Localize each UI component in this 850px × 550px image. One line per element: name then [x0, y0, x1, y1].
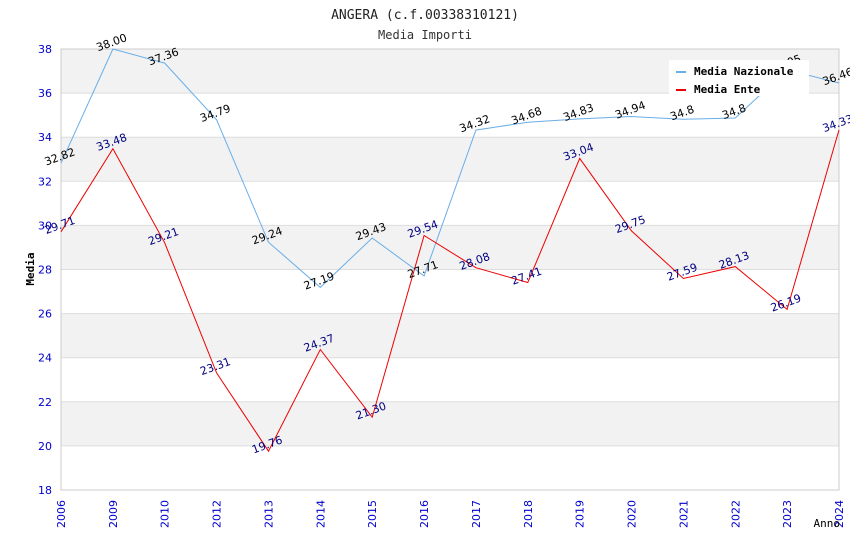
- x-tick-label: 2009: [107, 500, 120, 528]
- y-tick-label: 30: [38, 219, 52, 232]
- data-label: 23.31: [198, 355, 232, 378]
- legend-box: [669, 60, 809, 96]
- plot-band: [61, 313, 839, 358]
- series-line-media-ente: [60, 129, 840, 453]
- x-tick-label: 2017: [470, 500, 483, 528]
- x-tick-label: 2015: [366, 500, 379, 528]
- data-label: 34.8: [668, 103, 695, 124]
- grid-lines: [61, 92, 839, 447]
- x-tick-label: 2021: [677, 500, 690, 528]
- legend-label: Media Nazionale: [694, 65, 794, 78]
- x-tick-label: 2006: [55, 500, 68, 528]
- x-tick-label: 2018: [522, 500, 535, 528]
- x-tick-label: 2016: [418, 500, 431, 528]
- x-tick-label: 2020: [626, 500, 639, 528]
- chart-subtitle: Media Importi: [378, 28, 472, 42]
- series-lines: [60, 48, 840, 453]
- y-tick-label: 28: [38, 264, 52, 277]
- y-tick-label: 32: [38, 175, 52, 188]
- x-tick-label: 2022: [729, 500, 742, 528]
- x-tick-label: 2012: [211, 500, 224, 528]
- chart-title: ANGERA (c.f.00338310121): [331, 8, 519, 23]
- x-tick-label: 2010: [159, 500, 172, 528]
- data-label: 34.68: [510, 104, 544, 127]
- y-tick-label: 34: [38, 131, 52, 144]
- data-label: 34.94: [613, 99, 647, 122]
- x-axis-ticks: 2006 2009 2010 2012 2013 2014 2015 2016 2017 2018…: [55, 500, 846, 528]
- x-tick-label: 2023: [781, 500, 794, 528]
- x-tick-label: 2024: [833, 500, 846, 528]
- data-label: 27.19: [302, 270, 336, 293]
- x-tick-label: 2019: [574, 500, 587, 528]
- plot-frame: [60, 48, 840, 491]
- data-label: 34.83: [561, 101, 595, 124]
- y-axis-label: Media: [24, 252, 37, 285]
- x-tick-label: 2013: [262, 500, 275, 528]
- y-tick-label: 26: [38, 308, 52, 321]
- plot-band: [61, 137, 839, 182]
- plot-band: [61, 225, 839, 270]
- y-tick-label: 18: [38, 484, 52, 497]
- y-axis-ticks: 18 20 22 24 26 28 30 32 34 36 38: [38, 43, 52, 497]
- y-tick-label: 20: [38, 440, 52, 453]
- y-tick-label: 38: [38, 43, 52, 56]
- y-tick-label: 22: [38, 396, 52, 409]
- legend-label: Media Ente: [694, 83, 761, 96]
- plot-band: [61, 401, 839, 446]
- data-label: 26.19: [769, 292, 803, 315]
- legend: Media Nazionale Media Ente: [669, 60, 809, 96]
- data-label: 34.8: [720, 101, 747, 122]
- data-label: 34.33: [821, 112, 850, 135]
- y-tick-label: 24: [38, 352, 52, 365]
- x-tick-label: 2014: [314, 500, 327, 528]
- plot-background-bands: [61, 49, 839, 446]
- x-axis-label: Anno: [814, 517, 841, 530]
- y-tick-label: 36: [38, 87, 52, 100]
- series-line-media-nazionale: [60, 48, 840, 289]
